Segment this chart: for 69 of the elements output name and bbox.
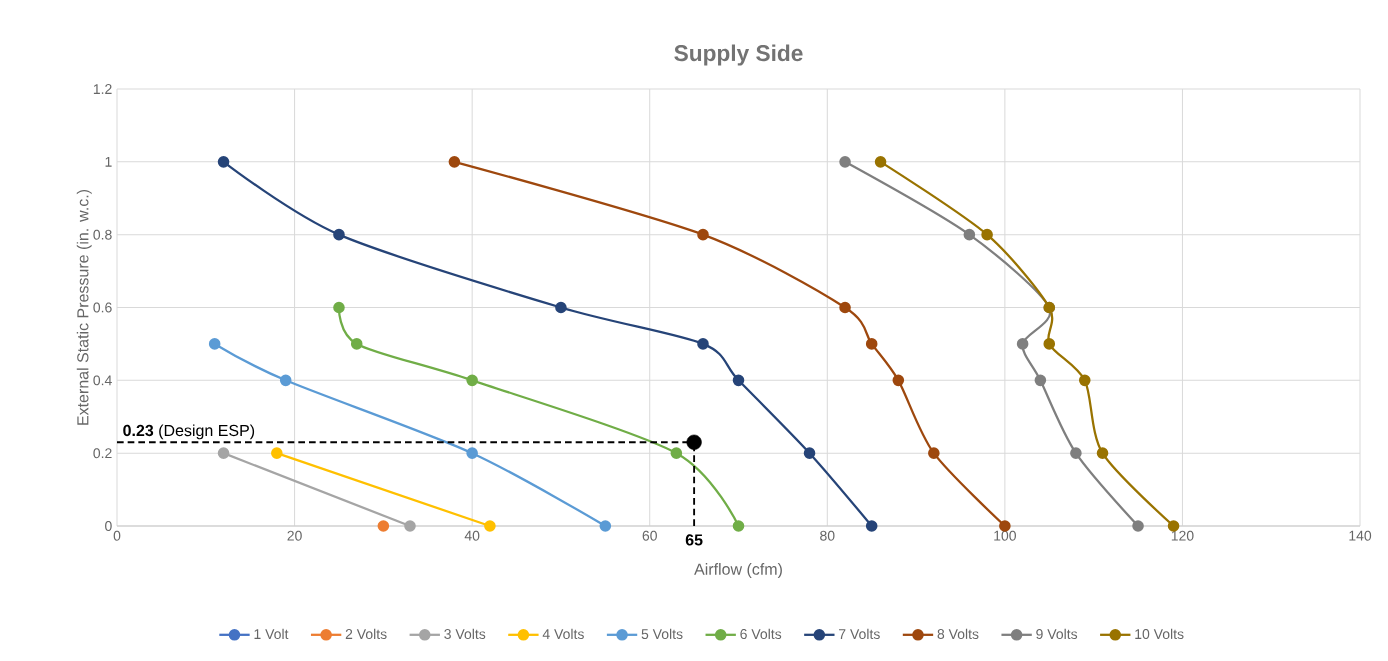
point (686, 434, 702, 450)
point (350, 338, 363, 350)
ref-line-label: 0.23 (Design ESP) (123, 424, 255, 440)
point (865, 520, 878, 532)
point (697, 228, 709, 241)
x-tick-label: 120 (1171, 530, 1194, 541)
legend-label: 3 Volts (444, 628, 486, 640)
y-axis-title: External Static Pressure (in. w.c.) (76, 189, 92, 425)
chart-title: Supply Side (674, 44, 803, 66)
point (1016, 338, 1029, 350)
x-tick-label: 0 (113, 530, 121, 541)
point (670, 447, 683, 459)
point (1132, 520, 1144, 532)
point (839, 156, 851, 168)
point (697, 338, 709, 350)
point (1034, 374, 1047, 387)
ref-line-label: 65 (685, 534, 703, 546)
point (732, 374, 745, 387)
point (404, 520, 416, 532)
x-tick-label: 100 (994, 530, 1016, 541)
point (599, 520, 612, 532)
point (208, 338, 221, 350)
point (333, 301, 345, 314)
point (1096, 447, 1109, 459)
y-tick-label: 0.4 (93, 375, 112, 386)
point (484, 520, 496, 532)
point (217, 156, 230, 168)
point (217, 447, 230, 459)
point (803, 447, 816, 459)
legend-label: 5 Volts (641, 628, 683, 640)
x-axis-title: Airflow (cfm) (694, 563, 782, 579)
legend-label: 1 Volt (254, 628, 289, 640)
point (839, 301, 851, 314)
point (271, 447, 283, 459)
x-tick-label: 60 (642, 530, 657, 541)
point (466, 374, 478, 387)
point (279, 374, 292, 387)
point (377, 520, 390, 532)
y-tick-label: 0 (105, 521, 112, 531)
point (928, 447, 940, 459)
y-tick-label: 1.2 (93, 84, 112, 94)
legend-label: 4 Volts (542, 628, 584, 640)
point (333, 228, 345, 241)
point (1070, 447, 1082, 459)
legend-label: 9 Volts (1036, 628, 1078, 640)
point (874, 156, 887, 168)
point (1078, 374, 1091, 387)
legend-label: 6 Volts (740, 628, 782, 640)
point (963, 228, 976, 241)
y-tick-label: 0.8 (93, 229, 112, 240)
point (555, 301, 567, 314)
legend-label: 2 Volts (345, 628, 387, 640)
x-tick-label: 140 (1349, 530, 1372, 541)
point (732, 520, 745, 532)
point (865, 338, 878, 350)
point (1043, 338, 1056, 350)
x-tick-label: 40 (464, 530, 480, 541)
x-tick-label: 20 (287, 530, 302, 541)
point (892, 374, 905, 387)
point (466, 447, 478, 459)
x-tick-label: 80 (820, 530, 835, 541)
legend-label: 8 Volts (937, 628, 979, 640)
y-tick-label: 0.6 (93, 302, 112, 313)
point (981, 228, 993, 241)
point (448, 156, 461, 168)
y-tick-label: 0.2 (93, 448, 112, 459)
legend-label: 10 Volts (1135, 628, 1184, 640)
y-tick-label: 1 (105, 157, 112, 167)
legend-label: 7 Volts (839, 628, 880, 640)
